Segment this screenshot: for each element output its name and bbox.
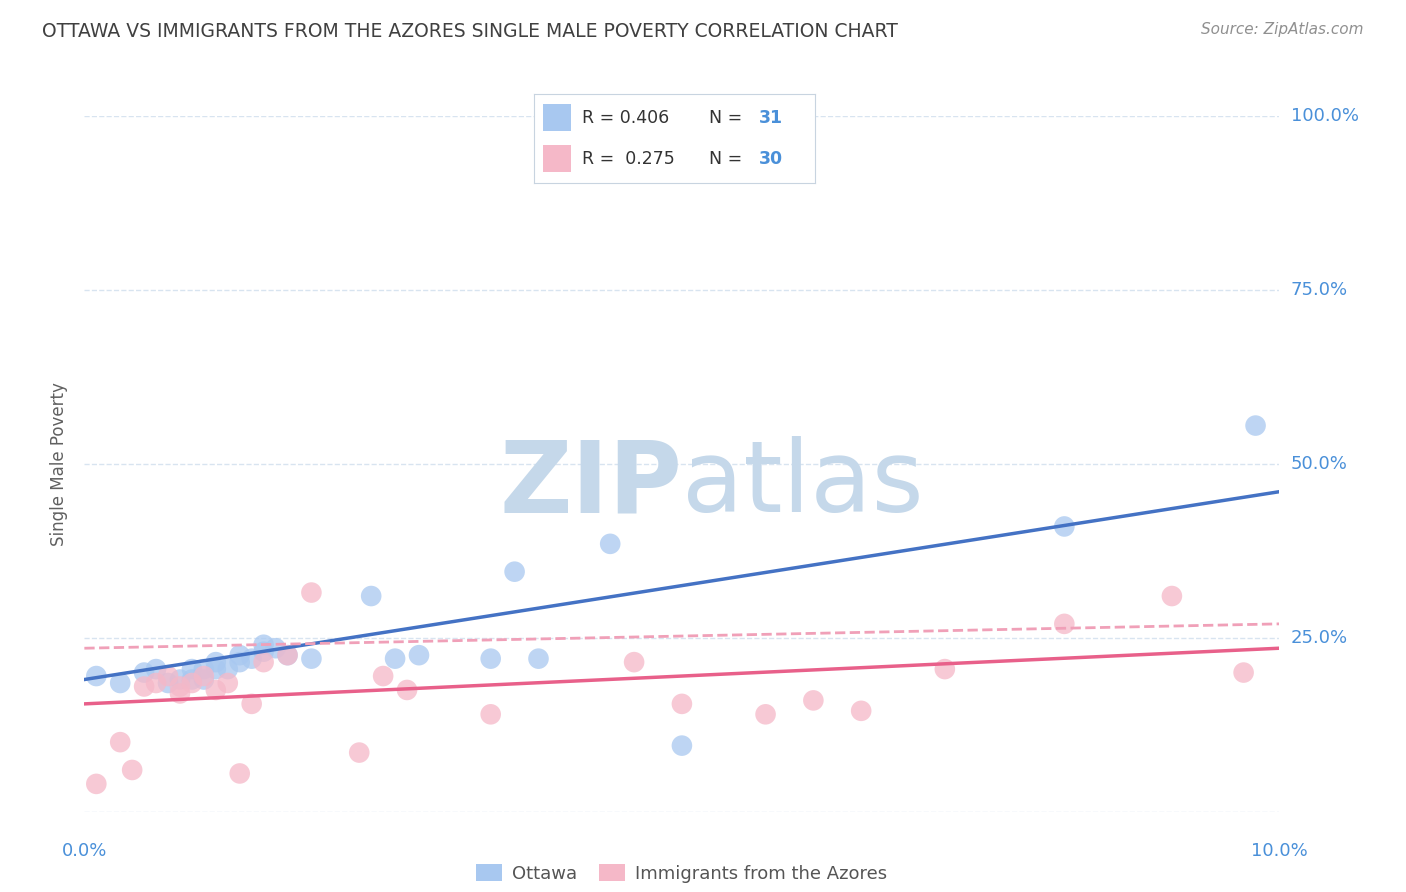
Point [157,669,180,683]
Point [132,665,156,680]
Point [217,676,239,690]
Text: 75.0%: 75.0% [1291,281,1348,299]
Point [360,589,382,603]
Bar [543,145,571,172]
Point [408,648,430,662]
Point [180,662,202,676]
Point [205,683,228,698]
Point [205,655,228,669]
Text: 50.0%: 50.0% [1291,455,1347,473]
Point [253,655,276,669]
Point [384,651,406,665]
Point [503,565,526,579]
Point [169,686,191,700]
Point [145,662,167,676]
Point [253,645,276,659]
Point [145,676,167,690]
Text: 31: 31 [759,109,783,127]
Point [264,641,287,656]
Point [934,662,956,676]
Point [1244,418,1267,433]
Bar [543,104,571,131]
Legend: Ottawa, Immigrants from the Azores: Ottawa, Immigrants from the Azores [477,863,887,883]
Point [253,638,276,652]
Text: 0.0%: 0.0% [62,842,107,860]
Point [228,655,252,669]
Text: 25.0%: 25.0% [1291,629,1348,647]
Point [849,704,872,718]
Text: OTTAWA VS IMMIGRANTS FROM THE AZORES SINGLE MALE POVERTY CORRELATION CHART: OTTAWA VS IMMIGRANTS FROM THE AZORES SIN… [42,22,898,41]
Point [349,746,371,760]
Text: 100.0%: 100.0% [1291,107,1358,125]
Point [240,651,263,665]
Point [180,676,202,690]
Text: Source: ZipAtlas.com: Source: ZipAtlas.com [1201,22,1364,37]
Point [1160,589,1182,603]
Point [301,651,323,665]
Y-axis label: Single Male Poverty: Single Male Poverty [51,382,69,546]
Point [86,777,108,791]
Point [205,662,228,676]
Point [169,680,191,694]
Point [217,662,239,676]
Point [396,683,419,698]
Text: R =  0.275: R = 0.275 [582,150,675,168]
Point [623,655,645,669]
Point [180,673,202,687]
Point [276,648,298,662]
Point [121,763,143,777]
Text: 30: 30 [759,150,783,168]
Point [1232,665,1256,680]
Point [801,693,824,707]
Point [169,673,191,687]
Point [276,648,298,662]
Point [110,735,132,749]
Point [240,697,263,711]
Text: N =: N = [709,150,748,168]
Point [193,669,215,683]
Point [1053,519,1076,533]
Point [228,766,252,780]
Point [671,697,693,711]
Text: ZIP: ZIP [499,436,682,533]
Point [754,707,776,722]
Point [479,707,502,722]
Point [599,537,621,551]
Text: N =: N = [709,109,748,127]
Point [671,739,693,753]
Text: atlas: atlas [682,436,924,533]
Text: R = 0.406: R = 0.406 [582,109,669,127]
Point [132,680,156,694]
Text: 10.0%: 10.0% [1251,842,1308,860]
Point [371,669,394,683]
Point [193,662,215,676]
Point [157,676,180,690]
Point [301,585,323,599]
Point [86,669,108,683]
Point [110,676,132,690]
Point [527,651,550,665]
Point [1053,616,1076,631]
Point [228,648,252,662]
Point [193,673,215,687]
Point [479,651,502,665]
